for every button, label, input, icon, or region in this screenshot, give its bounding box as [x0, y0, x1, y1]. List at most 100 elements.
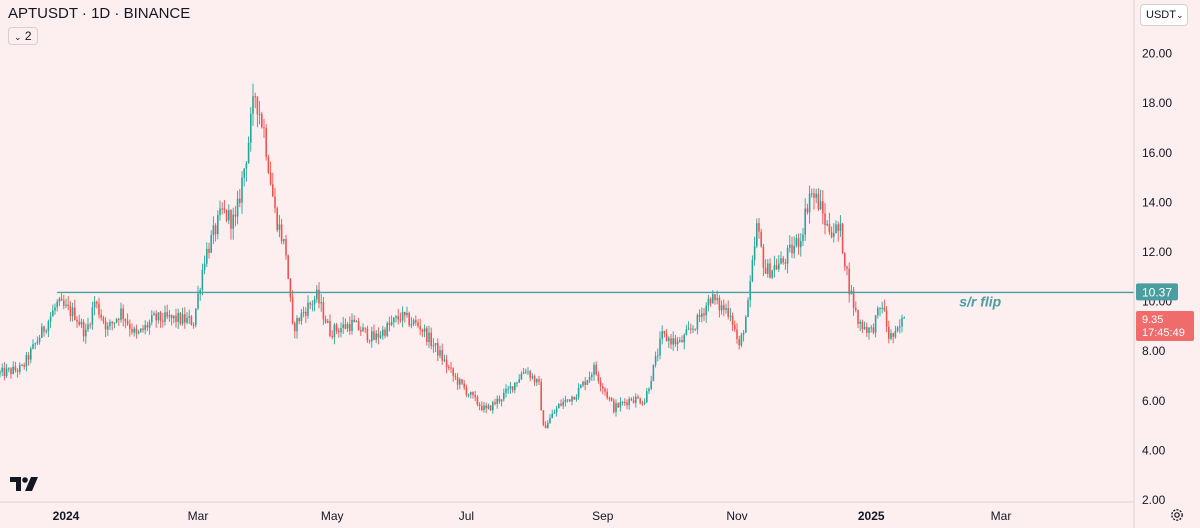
symbol-title[interactable]: APTUSDT · 1D · BINANCE: [8, 5, 191, 22]
candle: [518, 374, 520, 384]
candle: [606, 388, 608, 400]
candle: [692, 325, 694, 334]
candle: [30, 346, 32, 364]
time-tick-label: Mar: [188, 509, 209, 523]
candle: [408, 311, 410, 328]
candle: [230, 209, 232, 240]
candle: [377, 327, 380, 345]
candle: [525, 368, 527, 375]
candle: [894, 325, 897, 339]
candle: [522, 368, 525, 375]
candle: [641, 400, 644, 406]
level-price-text: 10.37: [1142, 285, 1172, 299]
price-tick-label: 14.00: [1142, 195, 1172, 209]
candle: [811, 188, 813, 198]
candle: [760, 228, 762, 248]
candle: [643, 398, 646, 406]
candle: [509, 381, 512, 394]
candle: [214, 223, 217, 242]
candle: [307, 295, 309, 319]
candle: [65, 298, 67, 309]
candle: [465, 384, 468, 398]
candle: [536, 378, 538, 386]
candle: [32, 339, 34, 350]
candle: [12, 361, 14, 375]
candle: [441, 343, 443, 365]
time-tick-label: Sep: [592, 509, 614, 523]
candle: [872, 323, 875, 335]
candle: [265, 124, 267, 161]
candle: [562, 398, 564, 409]
candle: [289, 278, 292, 302]
candle: [661, 325, 663, 345]
candle: [426, 325, 428, 346]
candle: [302, 306, 305, 318]
candle: [571, 395, 573, 406]
candle: [311, 300, 314, 312]
candle: [43, 325, 45, 337]
tradingview-logo[interactable]: [10, 475, 40, 493]
candle: [861, 319, 864, 333]
candle: [217, 210, 219, 240]
candle: [360, 326, 362, 336]
candle: [190, 315, 193, 326]
candle: [648, 387, 650, 395]
candle: [135, 324, 138, 339]
candle: [148, 319, 151, 335]
candle: [78, 314, 80, 327]
candle: [285, 234, 287, 260]
candle: [472, 391, 474, 399]
candle: [393, 316, 395, 328]
candle: [357, 317, 360, 331]
candle: [261, 111, 263, 129]
candle: [813, 188, 815, 210]
candle: [404, 311, 406, 323]
candle: [718, 295, 721, 318]
candle: [822, 190, 824, 225]
candle: [263, 118, 265, 138]
candle: [353, 315, 355, 323]
candle: [276, 206, 278, 233]
candle: [267, 154, 270, 175]
candle: [25, 351, 28, 372]
candle: [146, 321, 149, 331]
candle: [104, 317, 107, 337]
candle: [681, 335, 683, 343]
candle: [454, 372, 457, 381]
candle: [115, 318, 118, 324]
candle: [538, 375, 540, 385]
candle: [113, 322, 116, 329]
candle: [560, 399, 562, 407]
candle: [300, 308, 303, 325]
candle: [815, 188, 817, 204]
candle: [256, 96, 259, 128]
candle: [637, 394, 639, 399]
candle: [38, 334, 41, 345]
candle: [745, 315, 747, 333]
candle: [731, 312, 734, 332]
candle: [657, 348, 659, 362]
price-tick-label: 20.00: [1142, 47, 1172, 61]
candle: [824, 202, 826, 235]
time-axis[interactable]: 2024 Mar May Jul Sep Nov 2025 Mar: [53, 509, 1012, 523]
candle: [294, 321, 296, 339]
currency-select[interactable]: USDT ⌄: [1140, 4, 1188, 26]
price-tick-label: 12.00: [1142, 245, 1172, 259]
indicator-toggle[interactable]: ⌄ 2: [8, 27, 38, 45]
candle: [470, 391, 472, 399]
candle: [802, 228, 804, 246]
candle: [756, 218, 758, 249]
candle: [628, 396, 630, 410]
gear-icon[interactable]: [1170, 508, 1184, 522]
candle: [144, 320, 146, 335]
candle: [109, 319, 111, 330]
candle: [498, 395, 501, 404]
candle: [56, 299, 58, 312]
price-axis[interactable]: 20.0018.0016.0014.0012.0010.008.006.004.…: [1142, 47, 1172, 507]
candle: [322, 297, 325, 326]
candle: [118, 317, 120, 326]
candle: [373, 324, 375, 341]
candle: [740, 332, 743, 348]
candle: [487, 403, 490, 410]
